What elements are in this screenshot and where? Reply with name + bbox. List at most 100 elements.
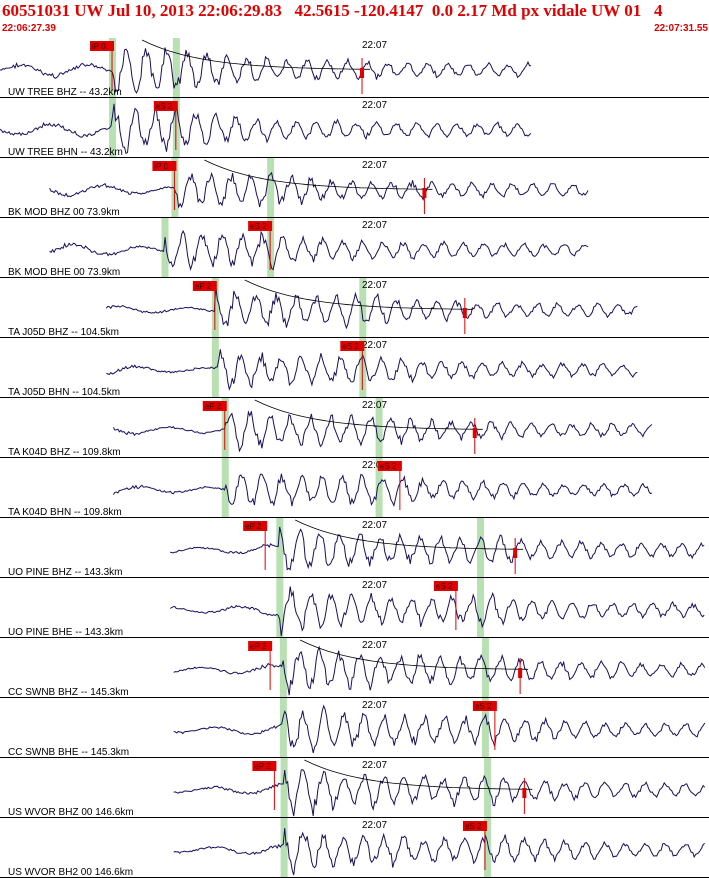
p-window-band [276,518,284,578]
station-label: TA K04D BHZ -- 109.8km [8,447,121,458]
coda-curve [204,159,433,190]
window-band [267,158,275,218]
waveform [0,103,532,155]
coda-pick-marker [518,668,523,678]
station-label: US WVOR BHZ 00 146.6km [8,807,134,818]
waveform [49,171,589,209]
coda-curve [299,639,529,670]
event-title: 60551031 UW Jul 10, 2013 22:06:29.83 42.… [2,1,663,20]
pick-flag [252,761,277,771]
coda-pick-marker [522,788,527,798]
time-mark-label: 22:07 [362,820,387,831]
trace-row[interactable]: 22:07 eP 2 TA J05D BHZ -- 104.5km [0,278,709,338]
window-band [484,758,492,818]
trace-row[interactable]: 22:07 iP 0 UW TREE BHZ -- 43.2km [0,38,709,98]
pick-flag [472,701,497,711]
pick-label: eS 2 [436,582,453,591]
station-label: BK MOD BHE 00 73.9km [8,267,120,278]
pick-label: eP 2 [245,522,262,531]
trace-row[interactable]: 22:07 eS 2 CC SWNB BHE -- 145.3km [0,698,709,758]
waveform [173,645,706,696]
time-mark-label: 22:07 [362,580,387,591]
waveform [173,828,705,876]
pick-flag [377,461,402,471]
pick-label: eS 2 [465,822,482,831]
time-mark-label: 22:07 [362,100,387,111]
time-mark-label: 22:07 [362,760,387,771]
time-mark-label: 22:07 [362,280,387,291]
time-mark-label: 22:07 [362,520,387,531]
coda-pick-marker [462,308,467,318]
waveform [169,586,705,637]
pick-flag [248,641,273,651]
coda-curve [295,519,524,550]
time-mark-label: 22:07 [362,220,387,231]
pick-flag [433,581,458,591]
coda-curve [254,399,483,430]
waveform [112,473,653,508]
pick-flag [153,101,178,111]
window-band [375,458,383,518]
coda-pick-marker [422,188,427,198]
pick-label: eP 2 [250,642,267,651]
pick-flag [90,41,115,51]
trace-row[interactable]: 22:07 eP 2 UO PINE BHZ -- 143.3km [0,518,709,578]
trace-row[interactable]: 22:07 eS 2 UO PINE BHE -- 143.3km [0,578,709,638]
station-label: US WVOR BH2 00 146.6km [8,867,133,878]
pick-flag [152,161,177,171]
pick-label: iP 0 [92,42,106,51]
pick-flag [340,341,365,351]
waveform [49,229,589,272]
p-window-band [276,578,284,638]
waveform [173,769,706,817]
p-window-band [161,218,169,278]
time-mark-label: 22:07 [362,160,387,171]
p-window-band [280,818,288,878]
time-start-label: 22:06:27.39 [2,23,56,34]
trace-row[interactable]: 22:07 eP 2 CC SWNB BHZ -- 145.3km [0,638,709,698]
pick-label: eP 2 [195,282,212,291]
pick-flag [192,281,217,291]
pick-label: eP 2 [205,402,222,411]
trace-row[interactable]: 22:07 eS 2 BK MOD BHE 00 73.9km [0,218,709,278]
waveform [112,410,653,453]
waveform [0,47,531,94]
window-band [476,578,484,638]
station-label: CC SWNB BHE -- 145.3km [8,747,129,758]
time-mark-label: 22:07 [362,640,387,651]
trace-row[interactable]: 22:07 iP 0 BK MOD BHZ 00 73.9km [0,158,709,218]
time-end-label: 22:07:31.55 [654,23,708,34]
station-label: TA K04D BHN -- 109.8km [8,507,122,518]
time-mark-label: 22:07 [362,460,387,471]
pick-label: eS 2 [475,702,492,711]
window-band [172,38,180,98]
trace-row[interactable]: 22:07 eP 2 US WVOR BHZ 00 146.6km [0,758,709,818]
coda-pick-marker [513,548,518,558]
waveform [106,349,638,391]
waveform [173,704,706,754]
p-window-band [109,98,117,158]
window-band [375,398,383,458]
trace-row[interactable]: 22:07 eS 2 UW TREE BHN -- 43.2km [0,98,709,158]
pick-flag [243,521,268,531]
pick-label: eP 2 [254,762,271,771]
pick-flag [202,401,227,411]
station-label: UW TREE BHN -- 43.2km [8,147,123,158]
pick-flag [248,221,273,231]
trace-row[interactable]: 22:07 eS 2 US WVOR BH2 00 146.6km [0,818,709,878]
pick-label: eS 2 [156,102,173,111]
coda-curve [304,759,533,790]
coda-curve [141,39,370,70]
window-band [481,698,489,758]
pick-label: eS 2 [380,462,397,471]
pick-flag [462,821,487,831]
pick-label: eS 2 [250,222,267,231]
station-label: UO PINE BHZ -- 143.3km [8,567,122,578]
p-window-band [279,638,287,698]
station-label: BK MOD BHZ 00 73.9km [8,207,120,218]
p-window-band [280,758,288,818]
trace-row[interactable]: 22:07 eP 2 TA K04D BHZ -- 109.8km [0,398,709,458]
